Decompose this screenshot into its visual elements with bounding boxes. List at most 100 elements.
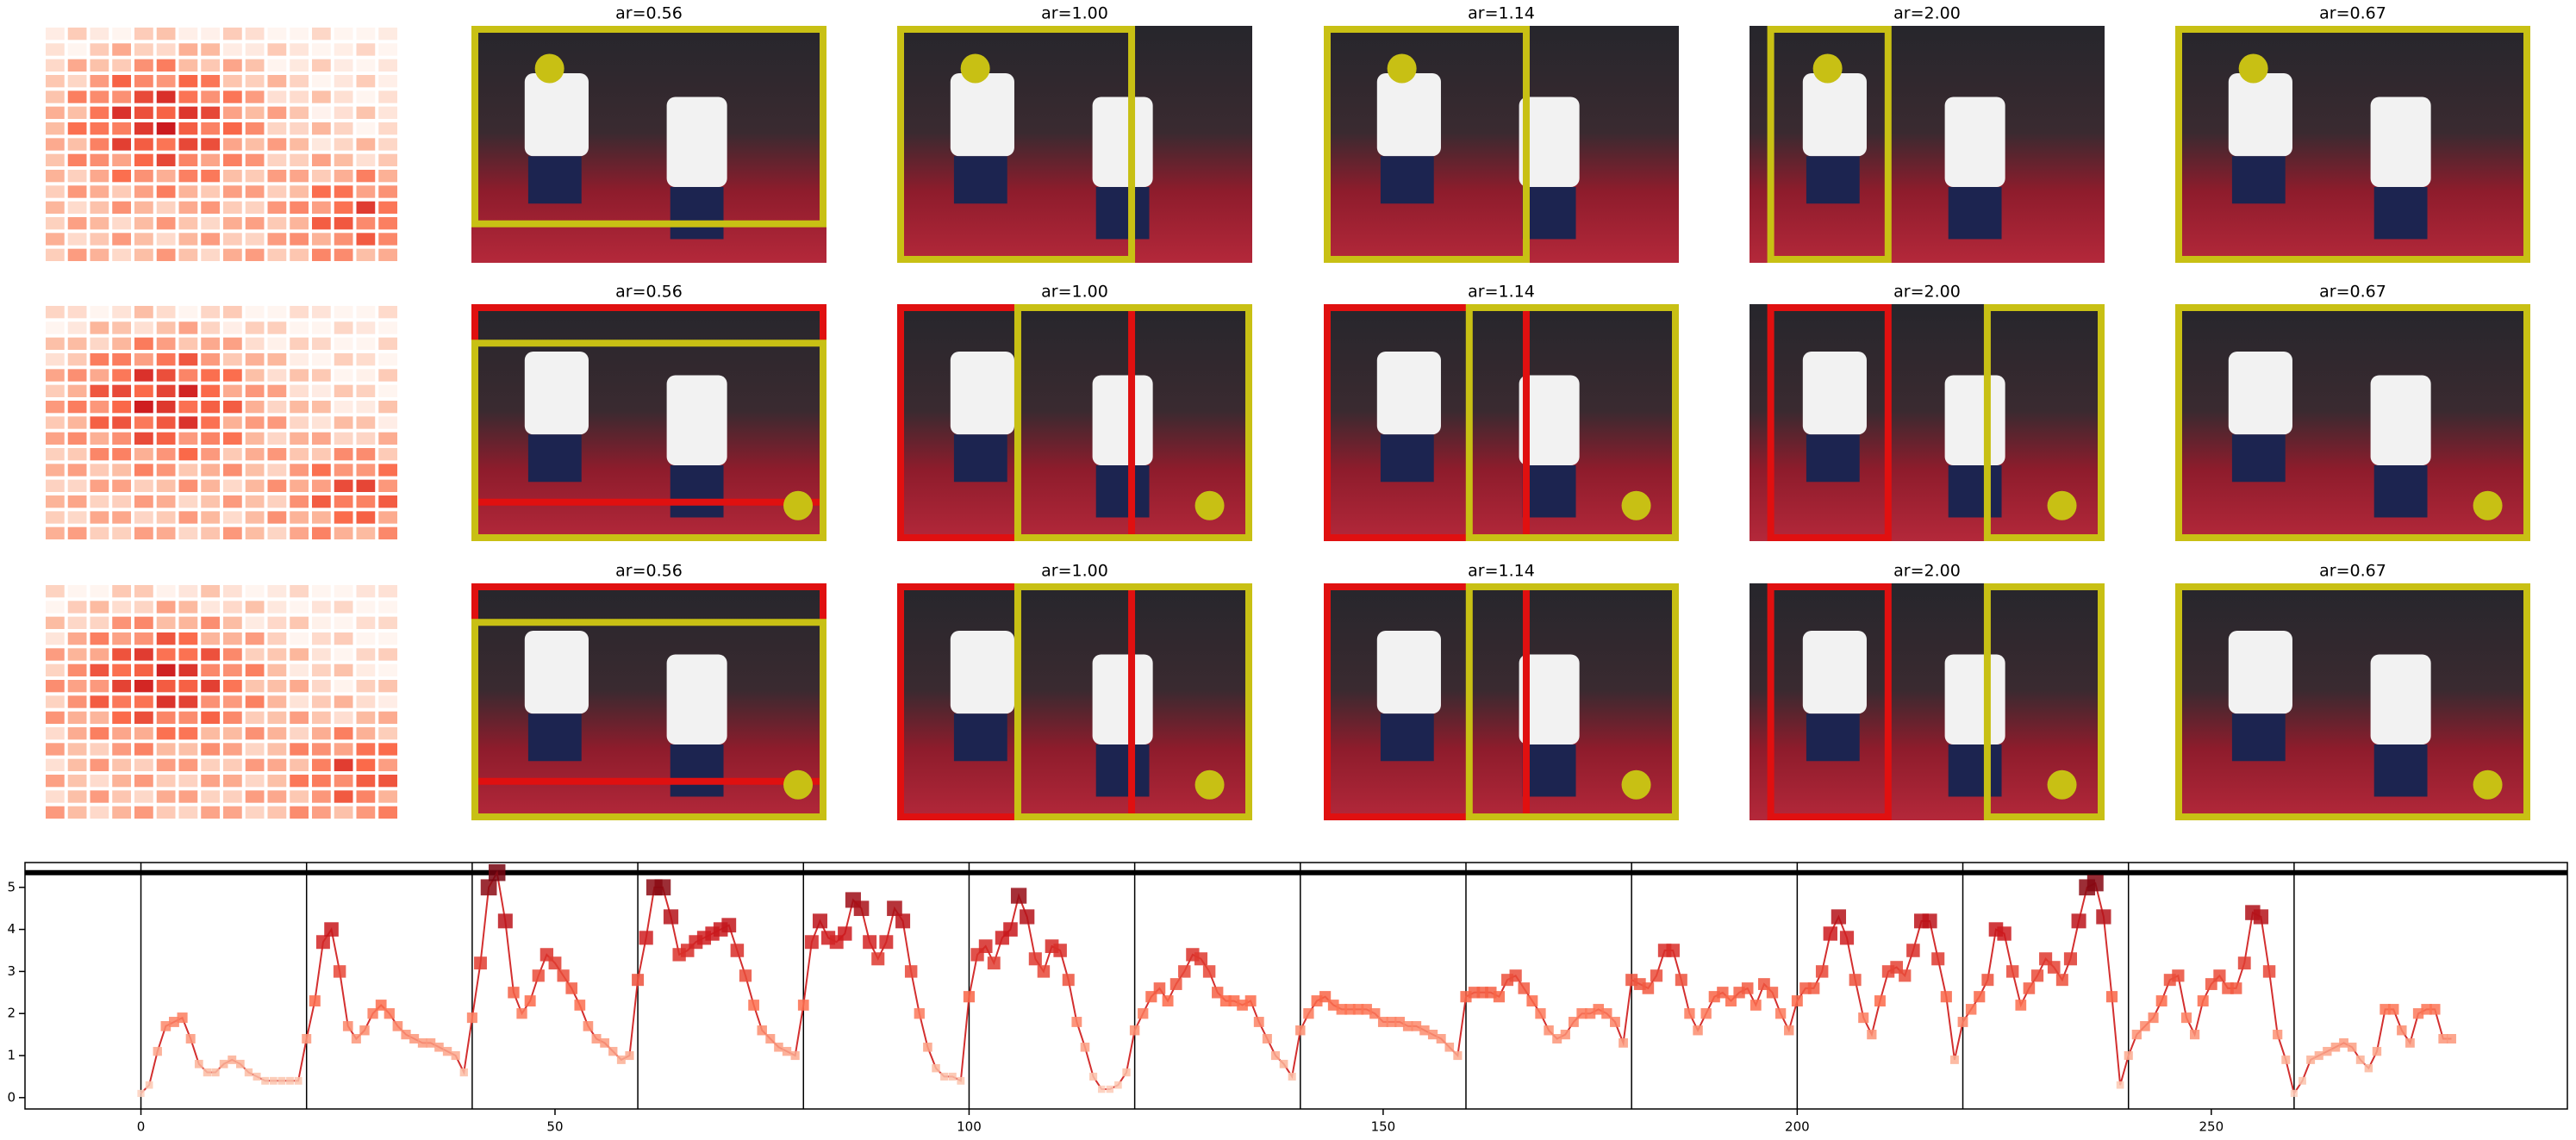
heatmap-cell <box>378 170 397 183</box>
heatmap-cell <box>378 663 397 676</box>
heatmap-cell <box>356 711 376 724</box>
heatmap-cell <box>67 511 87 524</box>
heatmap-cell <box>267 106 287 119</box>
heatmap-cell <box>245 153 265 166</box>
heatmap-cell <box>334 585 353 598</box>
heatmap-cell <box>112 680 131 693</box>
player-shorts <box>1095 744 1150 797</box>
point-marker <box>1122 1068 1131 1077</box>
panel-title: ar=2.00 <box>1893 283 1961 302</box>
photo <box>1324 26 1679 263</box>
heatmap-cell <box>312 138 331 151</box>
heatmap-cell <box>178 337 198 350</box>
heatmap-cell <box>112 138 131 151</box>
yellow-dot <box>2473 769 2503 800</box>
point-marker <box>1097 1085 1106 1093</box>
heatmap-cell <box>67 138 87 151</box>
point-marker <box>2273 1030 2283 1040</box>
heatmap-cell <box>90 416 109 429</box>
heatmap-cell <box>290 201 309 214</box>
heatmap-cell <box>134 106 153 119</box>
heatmap-cell <box>156 201 176 214</box>
heatmap-cell <box>67 337 87 350</box>
player-shorts <box>953 156 1007 204</box>
yellow-dot <box>2238 53 2268 84</box>
heatmap-cell <box>112 711 131 724</box>
heatmap-cell <box>156 153 176 166</box>
heatmap-cell <box>378 90 397 103</box>
heatmap-cell <box>223 122 242 135</box>
heatmap-cell <box>312 775 331 788</box>
heatmap-cell <box>201 122 220 135</box>
point-marker <box>508 987 520 999</box>
heatmap-cell <box>201 384 220 397</box>
heatmap-cell <box>378 153 397 166</box>
point-marker <box>1642 982 1655 994</box>
point-marker <box>1020 909 1035 925</box>
heatmap-cell <box>267 511 287 524</box>
point-marker <box>1610 1017 1620 1027</box>
heatmap-cell <box>267 775 287 788</box>
heatmap-cell <box>223 28 242 40</box>
point-marker <box>739 969 752 982</box>
player-shorts <box>1380 434 1434 483</box>
point-marker <box>1823 926 1837 941</box>
heatmap-cell <box>134 806 153 819</box>
heatmap-cell <box>112 632 131 645</box>
heatmap-cell <box>67 526 87 539</box>
heatmap-cell <box>334 337 353 350</box>
point-marker <box>1071 1017 1082 1027</box>
point-marker <box>797 1000 809 1011</box>
point-marker <box>2180 1012 2192 1024</box>
point-marker <box>548 956 562 970</box>
point-marker <box>1106 1085 1114 1093</box>
point-marker <box>1228 995 1240 1007</box>
heatmap-cell <box>201 416 220 429</box>
panel-title: ar=0.67 <box>2319 283 2386 302</box>
point-marker <box>1053 944 1067 957</box>
heatmap-cell <box>334 632 353 645</box>
heatmap-cell <box>267 448 287 461</box>
heatmap-cell <box>46 59 65 72</box>
heatmap-cell <box>290 170 309 183</box>
heatmap-cell <box>245 479 265 492</box>
heatmap-cell <box>90 185 109 198</box>
point-marker <box>574 1000 586 1011</box>
heatmap-cell <box>312 663 331 676</box>
heatmap-cell <box>356 353 376 366</box>
heatmap-cell <box>156 337 176 350</box>
heatmap-cell <box>134 695 153 708</box>
heatmap-cell <box>245 743 265 756</box>
point-marker <box>1138 1008 1149 1019</box>
heatmap-cell <box>156 321 176 334</box>
heatmap-cell <box>46 248 65 261</box>
heatmap-cell <box>245 790 265 803</box>
heatmap-cell <box>178 43 198 56</box>
heatmap-cell <box>267 43 287 56</box>
heatmap-cell <box>46 495 65 508</box>
point-marker <box>219 1059 228 1068</box>
heatmap-cell <box>112 248 131 261</box>
heatmap-cell <box>112 758 131 771</box>
heatmap-cell <box>378 616 397 629</box>
heatmap-cell <box>90 585 109 598</box>
heatmap-cell <box>223 106 242 119</box>
player-shorts <box>1806 713 1860 762</box>
heatmap-cell <box>90 401 109 414</box>
player-shirt <box>1944 97 2005 187</box>
heatmap-cell <box>112 790 131 803</box>
photo <box>897 304 1252 541</box>
heatmap-cell <box>290 217 309 230</box>
heatmap-cell <box>112 233 131 246</box>
heatmap-cell <box>267 337 287 350</box>
heatmap-cell <box>312 790 331 803</box>
heatmap-cell <box>201 775 220 788</box>
heatmap <box>46 585 397 819</box>
heatmap-cell <box>178 248 198 261</box>
heatmap-cell <box>178 695 198 708</box>
point-marker <box>1619 1037 1628 1048</box>
point-marker <box>532 969 545 982</box>
heatmap-cell <box>267 90 287 103</box>
heatmap-cell <box>312 601 331 614</box>
heatmap-cell <box>378 337 397 350</box>
